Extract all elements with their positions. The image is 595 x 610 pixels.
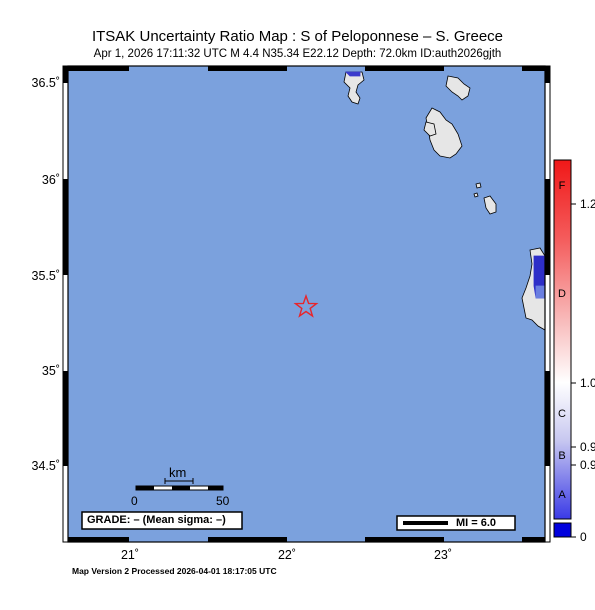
- colorbar-letter-c: C: [558, 408, 566, 420]
- event-info: Apr 1, 2026 17:11:32 UTC M 4.4 N35.34 E2…: [93, 48, 502, 60]
- mi-legend-box: [396, 515, 516, 531]
- colorbar-letter-b: B: [558, 450, 566, 462]
- map-frame: [62, 65, 551, 543]
- colorbar-letter-f: F: [558, 180, 566, 192]
- mi-legend-text: MI = 6.0: [456, 517, 497, 529]
- processing-footer: Map Version 2 Processed 2026-04-01 18:17…: [72, 566, 277, 576]
- scale-bar: [135, 478, 224, 491]
- map-title: ITSAK Uncertainty Ratio Map : S of Pelop…: [91, 28, 504, 45]
- colorbar-value-1: 1.2: [580, 197, 595, 211]
- colorbar-value-3: 0.9: [580, 440, 595, 454]
- land-area: [343, 71, 546, 331]
- lat-label-36-5: 36.5˚: [31, 76, 61, 90]
- epicenter-star-icon: [293, 293, 319, 318]
- sea-area: [68, 66, 545, 542]
- scale-right-label: 50: [216, 494, 230, 508]
- lat-label-36: 36˚: [41, 173, 60, 187]
- scale-left-label: 0: [131, 494, 138, 508]
- lon-label-22: 22˚: [277, 548, 297, 562]
- grade-box: [81, 511, 243, 530]
- lat-label-34-5: 34.5˚: [31, 459, 61, 473]
- lon-label-23: 23˚: [433, 548, 453, 562]
- colorbar-value-5: 0: [580, 530, 587, 544]
- colorbar-letter-d: D: [558, 288, 566, 300]
- colorbar-value-4: 0.9: [580, 458, 595, 472]
- lat-label-35: 35˚: [41, 364, 60, 378]
- colorbar: [553, 159, 576, 538]
- colorbar-value-2: 1.0: [580, 376, 595, 390]
- scale-unit: km: [169, 465, 187, 480]
- grade-text: GRADE: – (Mean sigma: –): [87, 514, 226, 526]
- lon-label-21: 21˚: [120, 548, 140, 562]
- lat-label-35-5: 35.5˚: [31, 269, 61, 283]
- colorbar-letter-a: A: [558, 489, 566, 501]
